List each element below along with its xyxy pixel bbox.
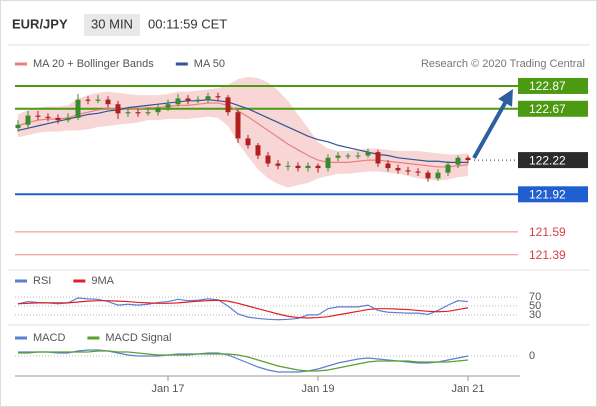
candle-body xyxy=(335,155,341,158)
candle-body xyxy=(35,115,41,117)
ma-line xyxy=(17,99,468,163)
candle-body xyxy=(55,117,61,121)
candle-body xyxy=(185,98,191,101)
candle-body xyxy=(85,99,91,101)
level-label: 122.87 xyxy=(529,79,566,93)
credit: Research © 2020 Trading Central xyxy=(421,58,585,70)
legend-label: MA 20 + Bollinger Bands xyxy=(33,58,154,70)
indicator-line xyxy=(17,299,469,319)
candle-body xyxy=(105,99,111,105)
candle-body xyxy=(75,99,81,118)
candle-body xyxy=(115,104,121,114)
candle-body xyxy=(135,112,141,114)
candle-body xyxy=(425,172,431,179)
candle-body xyxy=(225,97,231,113)
forecast-arrow xyxy=(472,89,513,159)
x-tick-label: Jan 19 xyxy=(301,383,334,395)
candle-body xyxy=(465,157,471,161)
legend-label: MA 50 xyxy=(194,58,225,70)
ma-line xyxy=(17,102,469,168)
x-tick-label: Jan 21 xyxy=(451,383,484,395)
level-label: 121.59 xyxy=(529,225,566,239)
candle-body xyxy=(175,98,181,105)
candle-body xyxy=(365,152,371,156)
y-tick-label: 70 xyxy=(529,291,541,303)
timeframe-box xyxy=(84,14,140,36)
candle-body xyxy=(265,155,271,164)
candle-body xyxy=(395,168,401,171)
bollinger-band xyxy=(18,76,468,188)
symbol: EUR/JPY xyxy=(12,16,68,31)
candle-body xyxy=(455,157,461,165)
candle-body xyxy=(145,112,151,114)
level-box xyxy=(518,77,588,94)
candle-body xyxy=(125,112,131,114)
candle-body xyxy=(45,116,51,118)
candle-body xyxy=(445,164,451,173)
y-tick-label: 50 xyxy=(529,300,541,312)
x-tick-label: Jan 17 xyxy=(151,383,184,395)
candle-body xyxy=(325,157,331,169)
candle-body xyxy=(305,165,311,169)
candle-body xyxy=(235,112,241,139)
candle-body xyxy=(15,124,21,129)
level-label: 122.67 xyxy=(529,102,566,116)
candle-body xyxy=(285,165,291,167)
candle-body xyxy=(155,107,161,113)
level-box xyxy=(518,152,588,169)
time: 00:11:59 CET xyxy=(148,16,227,31)
candle-body xyxy=(195,99,201,101)
candle-body xyxy=(65,117,71,121)
candle-body xyxy=(25,115,31,125)
candle-body xyxy=(255,145,261,156)
y-tick-label: 0 xyxy=(529,350,535,362)
candle-body xyxy=(315,165,321,169)
level-box xyxy=(518,100,588,117)
candle-body xyxy=(415,171,421,173)
candle-body xyxy=(275,163,281,166)
level-label: 122.22 xyxy=(529,153,566,167)
candle-body xyxy=(165,104,171,108)
level-label: 121.92 xyxy=(529,187,566,201)
candle-body xyxy=(435,172,441,179)
candle-body xyxy=(295,165,301,169)
timeframe: 30 MIN xyxy=(91,16,133,31)
y-tick-label: 30 xyxy=(529,309,541,321)
candle-body xyxy=(205,96,211,100)
candle-body xyxy=(215,96,221,98)
candle-body xyxy=(405,170,411,172)
legend-label: MACD Signal xyxy=(105,332,171,344)
candle-body xyxy=(95,99,101,101)
level-box xyxy=(518,186,588,203)
level-label: 121.39 xyxy=(529,248,566,262)
candle-body xyxy=(345,155,351,157)
candle-body xyxy=(245,138,251,146)
candle-body xyxy=(375,152,381,164)
indicator-line xyxy=(18,350,469,372)
candle-body xyxy=(355,155,361,157)
candle-body xyxy=(385,163,391,169)
indicator-line xyxy=(17,297,469,321)
legend-label: MACD xyxy=(33,332,65,344)
legend-label: 9MA xyxy=(91,275,114,287)
legend-label: RSI xyxy=(33,275,51,287)
